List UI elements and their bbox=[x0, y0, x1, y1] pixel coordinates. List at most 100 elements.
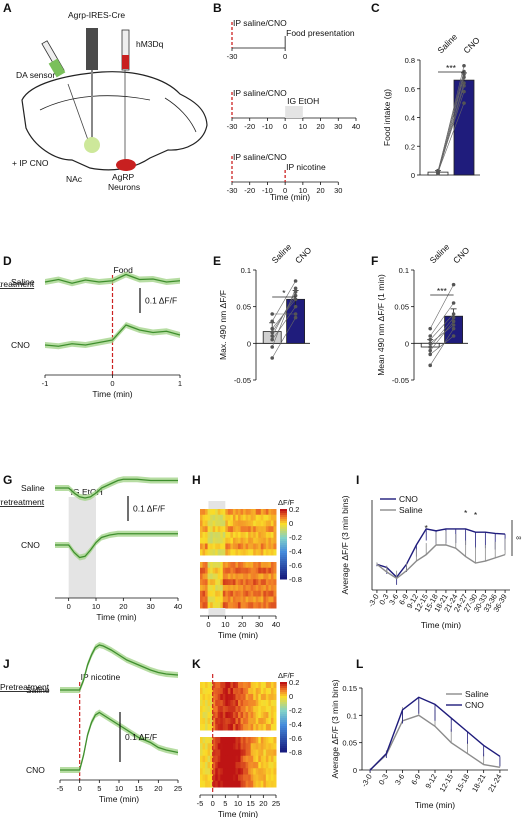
heatmap-cell bbox=[253, 700, 257, 707]
heatmap-cell bbox=[232, 562, 236, 569]
heatmap-cell bbox=[227, 768, 231, 775]
heatmap-cell bbox=[227, 737, 231, 744]
heatmap-cell bbox=[220, 602, 224, 609]
heatmap-cell bbox=[227, 585, 231, 592]
heatmap-cell bbox=[238, 718, 242, 725]
heatmap-cell bbox=[235, 543, 239, 550]
heatmap-cell bbox=[230, 509, 234, 516]
category-label-saline: Saline bbox=[428, 241, 452, 265]
colorbar-segment bbox=[280, 555, 287, 558]
heatmap-cell bbox=[225, 567, 229, 574]
heatmap-cell bbox=[273, 706, 277, 713]
heatmap-cell bbox=[273, 780, 277, 788]
heatmap-cell bbox=[212, 718, 216, 725]
y-tick-label: -0.05 bbox=[392, 376, 409, 385]
heatmap-cell bbox=[245, 573, 249, 580]
heatmap-cell bbox=[207, 700, 211, 707]
heatmap-cell bbox=[263, 579, 267, 586]
heatmap-cell bbox=[230, 774, 234, 782]
heatmap-cell bbox=[255, 768, 259, 775]
heatmap-cell bbox=[245, 755, 249, 763]
heatmap-cell bbox=[227, 579, 231, 586]
category-label-saline: Saline bbox=[270, 241, 294, 265]
heatmap-cell bbox=[222, 537, 226, 544]
colorbar-tick-label: 0.2 bbox=[289, 505, 299, 514]
trace-line-cno bbox=[55, 533, 178, 559]
heatmap-cell bbox=[215, 774, 219, 782]
heatmap-cell bbox=[207, 579, 211, 586]
heatmap-cell bbox=[207, 774, 211, 782]
heatmap-cell bbox=[202, 526, 206, 533]
x-tick-label: 0 bbox=[206, 620, 210, 629]
heatmap-cell bbox=[238, 543, 242, 550]
heatmap-cell bbox=[210, 749, 214, 757]
heatmap-cell bbox=[258, 712, 262, 719]
trace-line-saline bbox=[55, 478, 178, 499]
heatmap-cell bbox=[255, 562, 259, 569]
heatmap-cell bbox=[255, 543, 259, 550]
heatmap-cell bbox=[250, 718, 254, 725]
heatmap-cell bbox=[273, 543, 277, 550]
heatmap-cell bbox=[227, 532, 231, 539]
heatmap-cell bbox=[245, 706, 249, 713]
heatmap-cell bbox=[222, 579, 226, 586]
heatmap-cell bbox=[270, 526, 274, 533]
paired-point-cno bbox=[451, 282, 456, 287]
heatmap-cell bbox=[245, 562, 249, 569]
heatmap-cell bbox=[215, 514, 219, 521]
heatmap-cell bbox=[258, 706, 262, 713]
paired-point-cno bbox=[293, 315, 298, 320]
heatmap-cell bbox=[255, 749, 259, 757]
heatmap-cell bbox=[200, 712, 204, 719]
heatmap-cell bbox=[258, 749, 262, 757]
paired-point-cno bbox=[293, 279, 298, 283]
heatmap-cell bbox=[238, 706, 242, 713]
heatmap-cell bbox=[270, 585, 274, 592]
heatmap-cell bbox=[270, 755, 274, 763]
heatmap-cell bbox=[230, 694, 234, 701]
heatmap-cell bbox=[260, 532, 264, 539]
paired-point-saline bbox=[428, 348, 433, 353]
heatmap-cell bbox=[253, 749, 257, 757]
colorbar-tick-label: 0.2 bbox=[289, 678, 299, 687]
heatmap-cell bbox=[205, 700, 209, 707]
timeline-event2-2: IP nicotine bbox=[286, 162, 326, 172]
heatmap-cell bbox=[217, 743, 221, 750]
heatmap-cell bbox=[212, 543, 216, 550]
colorbar-segment bbox=[280, 529, 287, 532]
heatmap-cell bbox=[268, 514, 272, 521]
x-tick-label: -3-0 bbox=[359, 773, 373, 789]
heatmap-cell bbox=[270, 768, 274, 775]
heatmap-cell bbox=[225, 596, 229, 603]
heatmap-cell bbox=[265, 712, 269, 719]
heatmap-cell bbox=[248, 724, 252, 731]
y-axis-label: Mean 490 nm ΔF/F (1 min) bbox=[376, 274, 386, 376]
colorbar-segment bbox=[280, 688, 287, 691]
heatmap-cell bbox=[212, 774, 216, 782]
heatmap-cell bbox=[222, 712, 226, 719]
heatmap-cell bbox=[268, 755, 272, 763]
heatmap-cell bbox=[207, 694, 211, 701]
heatmap-cell bbox=[202, 749, 206, 757]
panel-letter-c: C bbox=[371, 1, 380, 15]
heatmap-cell bbox=[238, 602, 242, 609]
heatmap-cell bbox=[235, 596, 239, 603]
heatmap-cell bbox=[200, 706, 204, 713]
heatmap-cell bbox=[263, 549, 267, 556]
colorbar-segment bbox=[280, 746, 287, 749]
heatmap-cell bbox=[217, 526, 221, 533]
heatmap-cell bbox=[245, 774, 249, 782]
heatmap-cell bbox=[250, 749, 254, 757]
heatmap-cell bbox=[225, 774, 229, 782]
heatmap-cell bbox=[212, 562, 216, 569]
heatmap-cell bbox=[250, 712, 254, 719]
heatmap-cell bbox=[263, 712, 267, 719]
heatmap-cell bbox=[217, 780, 221, 788]
trace-band-saline bbox=[45, 271, 180, 287]
heatmap-cell bbox=[245, 514, 249, 521]
heatmap-cell bbox=[268, 579, 272, 586]
y-axis-label: Average ΔF/F (3 min bins) bbox=[340, 495, 350, 594]
heatmap-cell bbox=[253, 688, 257, 695]
colorbar-segment bbox=[280, 718, 287, 721]
heatmap-cell bbox=[215, 579, 219, 586]
